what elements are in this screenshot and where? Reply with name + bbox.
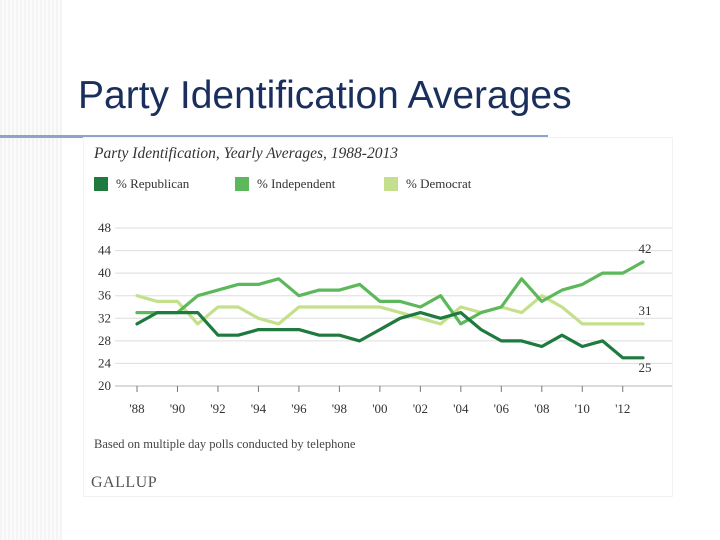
legend-item-independent: % Independent [235,176,335,192]
legend-swatch-republican [94,177,108,191]
legend-item-democrat: % Democrat [384,176,471,192]
x-axis-ticks: '88 '90 '92 '94 '96 '98 '00 '02 '04 '06 '08 '10 '12 [129,386,630,416]
series-line-independent [135,260,645,326]
x-tick-label-2004: '04 [453,401,469,416]
y-tick-label-20: 20 [98,378,111,393]
legend-label-democrat: % Democrat [406,176,472,191]
grid-lines [115,227,672,387]
legend-item-republican: % Republican [94,176,189,192]
x-tick-label-2008: '08 [534,401,549,416]
y-tick-label-40: 40 [98,265,111,280]
x-tick-label-2012: '12 [615,401,630,416]
chart-title: Party Identification, Yearly Averages, 1… [94,145,398,162]
series-lines [135,260,645,360]
slide-side-stripe [0,0,62,540]
legend-label-republican: % Republican [116,176,190,191]
x-tick-label-1996: '96 [291,401,307,416]
y-tick-label-24: 24 [98,355,112,370]
x-tick-label-2010: '10 [575,401,590,416]
y-tick-label-44: 44 [98,243,112,258]
title-underline [0,135,548,138]
series-line-republican [135,311,645,360]
y-axis-ticks: 20 24 28 32 36 40 44 48 [98,220,112,393]
legend-label-independent: % Independent [257,176,336,191]
x-tick-label-1988: '88 [129,401,144,416]
x-tick-label-2000: '00 [372,401,387,416]
legend-swatch-democrat [384,177,398,191]
legend-swatch-independent [235,177,249,191]
y-tick-label-36: 36 [98,288,112,303]
x-tick-label-2002: '02 [413,401,428,416]
x-tick-label-1992: '92 [210,401,225,416]
x-tick-label-1994: '94 [251,401,267,416]
slide-title: Party Identification Averages [78,74,572,117]
x-tick-label-2006: '06 [494,401,510,416]
y-tick-label-48: 48 [98,220,111,235]
chart-footnote: Based on multiple day polls conducted by… [94,437,356,451]
series-end-labels: 25 42 31 [639,241,652,375]
gallup-logo: GALLUP [91,474,158,491]
x-tick-label-1990: '90 [170,401,185,416]
y-tick-label-28: 28 [98,333,111,348]
series-line-democrat [135,294,645,326]
end-label-independent: 42 [639,241,652,256]
y-tick-label-32: 32 [98,310,111,325]
x-tick-label-1998: '98 [332,401,347,416]
end-label-republican: 25 [639,360,652,375]
end-label-democrat: 31 [639,303,652,318]
